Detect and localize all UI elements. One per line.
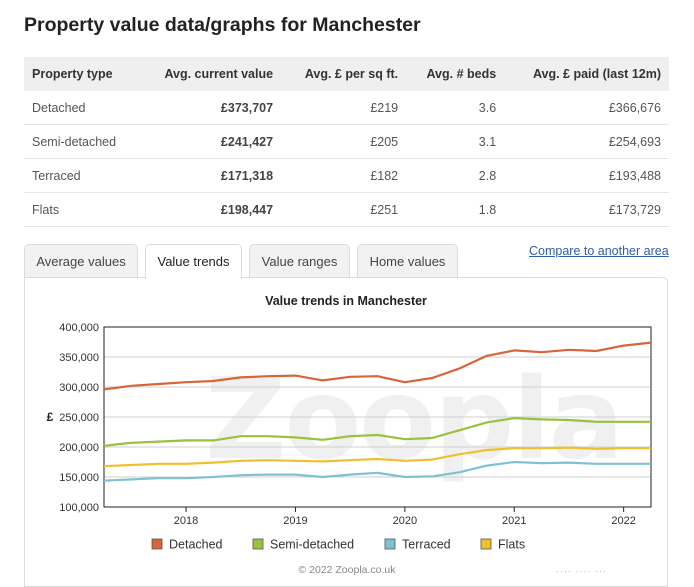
table-row: Terraced £171,318 £182 2.8 £193,488 bbox=[24, 158, 669, 193]
cell-avg-paid: £173,729 bbox=[504, 192, 669, 227]
cell-property-type: Terraced bbox=[24, 158, 139, 193]
cell-avg-current-value: £171,318 bbox=[138, 158, 282, 193]
cell-avg-per-sqft: £219 bbox=[281, 91, 407, 125]
tab-average-values[interactable]: Average values bbox=[24, 244, 138, 277]
y-tick-label: 350,000 bbox=[59, 352, 99, 364]
cell-avg-current-value: £241,427 bbox=[138, 124, 282, 159]
y-tick-label: 250,000 bbox=[59, 412, 99, 424]
cell-avg-current-value: £198,447 bbox=[138, 192, 282, 227]
y-tick-label: 400,000 bbox=[59, 322, 99, 334]
page-title: Property value data/graphs for Mancheste… bbox=[24, 14, 421, 36]
col-header-avg-paid: Avg. £ paid (last 12m) bbox=[504, 57, 669, 91]
x-tick-label: 2018 bbox=[174, 515, 198, 527]
legend-swatch-terraced bbox=[384, 538, 396, 550]
cell-property-type: Semi-detached bbox=[24, 124, 139, 159]
cell-property-type: Detached bbox=[24, 91, 139, 125]
copyright-text: © 2022 Zoopla.co.uk bbox=[298, 564, 396, 576]
cell-avg-paid: £193,488 bbox=[504, 158, 669, 193]
legend-label-terraced: Terraced bbox=[402, 538, 451, 552]
cell-avg-beds: 1.8 bbox=[406, 192, 505, 227]
series-line-semi-detached bbox=[103, 417, 651, 447]
x-tick-label: 2020 bbox=[393, 515, 417, 527]
table-row: Detached £373,707 £219 3.6 £366,676 bbox=[24, 91, 669, 125]
y-tick-label: 100,000 bbox=[59, 502, 99, 514]
plot-frame bbox=[103, 326, 652, 508]
cell-property-type: Flats bbox=[24, 192, 139, 227]
tab-home-values[interactable]: Home values bbox=[357, 244, 458, 277]
table-row: Flats £198,447 £251 1.8 £173,729 bbox=[24, 192, 669, 227]
cell-avg-beds: 3.1 bbox=[406, 124, 505, 159]
series-line-detached bbox=[103, 341, 652, 391]
cell-avg-per-sqft: £251 bbox=[281, 192, 407, 227]
table-header-row: Property type Avg. current value Avg. £ … bbox=[24, 57, 669, 91]
legend-swatch-flats bbox=[480, 538, 492, 550]
series-line-flats bbox=[103, 446, 651, 468]
y-tick-label: 150,000 bbox=[59, 472, 99, 484]
cell-avg-beds: 3.6 bbox=[406, 91, 505, 125]
tab-value-ranges[interactable]: Value ranges bbox=[249, 244, 350, 277]
legend-swatch-semi-detached bbox=[252, 538, 264, 550]
cell-avg-paid: £254,693 bbox=[504, 124, 669, 159]
legend-label-detached: Detached bbox=[169, 538, 223, 552]
y-axis-label: £ bbox=[47, 410, 54, 424]
tab-value-trends[interactable]: Value trends bbox=[145, 244, 242, 279]
table-row: Semi-detached £241,427 £205 3.1 £254,693 bbox=[24, 124, 669, 159]
chart-title: Value trends in Manchester bbox=[265, 294, 427, 308]
x-tick-label: 2021 bbox=[502, 515, 526, 527]
cell-avg-per-sqft: £205 bbox=[281, 124, 407, 159]
cell-avg-beds: 2.8 bbox=[406, 158, 505, 193]
y-tick-label: 200,000 bbox=[59, 442, 99, 454]
col-header-property-type: Property type bbox=[24, 57, 139, 91]
col-header-avg-per-sqft: Avg. £ per sq ft. bbox=[281, 57, 407, 91]
legend-swatch-detached bbox=[151, 538, 163, 550]
cell-avg-paid: £366,676 bbox=[504, 91, 669, 125]
series-line-terraced bbox=[103, 460, 651, 482]
value-trends-chart: 100,000 150,000 200,000 250,000 300,000 350,0… bbox=[47, 322, 652, 552]
property-summary-table: Property type Avg. current value Avg. £ … bbox=[24, 57, 669, 227]
legend-label-semi-detached: Semi-detached bbox=[270, 538, 354, 552]
legend-label-flats: Flats bbox=[498, 538, 525, 552]
x-tick-label: 2022 bbox=[611, 515, 635, 527]
col-header-avg-current-value: Avg. current value bbox=[138, 57, 282, 91]
y-tick-label: 300,000 bbox=[59, 382, 99, 394]
cell-avg-per-sqft: £182 bbox=[281, 158, 407, 193]
watermark-glyphs: ···· ···· ··· bbox=[556, 566, 607, 576]
x-tick-label: 2019 bbox=[283, 515, 307, 527]
chart-panel: Value trends in Manchester bbox=[24, 277, 668, 587]
col-header-avg-beds: Avg. # beds bbox=[406, 57, 505, 91]
compare-link[interactable]: Compare to another area bbox=[529, 244, 669, 258]
cell-avg-current-value: £373,707 bbox=[138, 91, 282, 125]
